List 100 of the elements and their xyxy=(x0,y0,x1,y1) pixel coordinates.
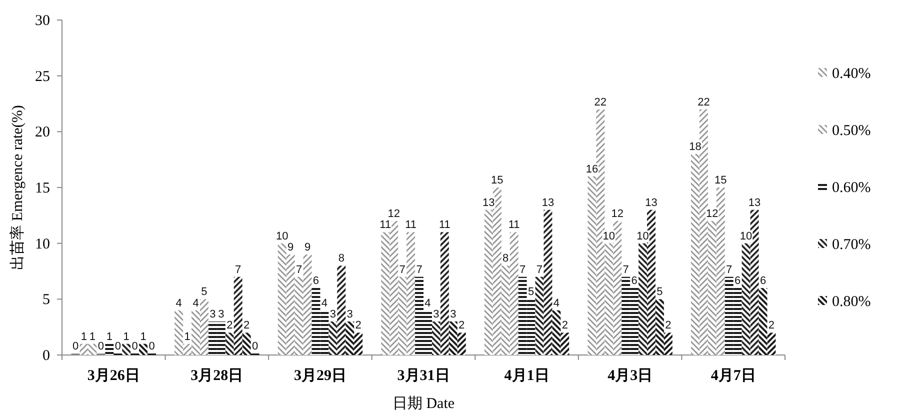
bar xyxy=(312,288,320,355)
bar xyxy=(510,232,518,355)
bar xyxy=(518,276,527,355)
bar xyxy=(200,299,208,355)
legend-label: 0.70% xyxy=(832,237,871,253)
y-tick-label: 25 xyxy=(35,68,50,85)
data-label: 3 xyxy=(346,308,353,320)
data-label: 0 xyxy=(72,340,79,352)
data-label: 6 xyxy=(760,275,766,287)
data-label: 4 xyxy=(176,297,182,310)
bar xyxy=(88,344,97,355)
bar xyxy=(398,276,407,355)
bar xyxy=(655,299,664,355)
data-label: 13 xyxy=(542,196,554,209)
bar xyxy=(560,332,570,355)
bar xyxy=(286,254,295,355)
bar xyxy=(440,232,449,355)
bar xyxy=(183,344,192,355)
bar xyxy=(664,332,672,355)
bar xyxy=(448,322,458,355)
data-label: 8 xyxy=(338,252,344,265)
bar xyxy=(242,332,251,355)
data-label: 18 xyxy=(689,141,702,153)
data-label: 6 xyxy=(734,275,741,287)
bar xyxy=(724,276,734,355)
bar xyxy=(457,332,466,355)
data-label: 13 xyxy=(645,196,658,209)
bar xyxy=(544,210,552,355)
bar xyxy=(294,276,304,355)
data-label: 3 xyxy=(433,308,440,320)
x-tick-label: 4月3日 xyxy=(608,368,653,384)
bar xyxy=(303,254,312,355)
y-axis-title: 出苗率 Emergence rate(%) xyxy=(9,105,26,270)
bar xyxy=(406,232,416,355)
bar xyxy=(192,310,200,355)
bar xyxy=(535,276,544,355)
x-axis-title: 日期 Date xyxy=(392,395,455,412)
bar xyxy=(424,310,432,355)
y-tick-label: 10 xyxy=(35,236,50,252)
data-label: 10 xyxy=(740,230,752,242)
data-label: 7 xyxy=(235,264,242,276)
data-label: 0 xyxy=(132,340,138,352)
data-label: 7 xyxy=(519,264,526,276)
y-tick-label: 30 xyxy=(35,13,50,29)
bar xyxy=(501,266,510,355)
y-tick-label: 0 xyxy=(42,348,50,364)
bar xyxy=(638,243,648,355)
bar xyxy=(552,310,561,355)
data-label: 2 xyxy=(244,320,250,332)
data-label: 5 xyxy=(201,286,208,298)
bar xyxy=(708,221,716,355)
data-label: 2 xyxy=(665,320,672,332)
legend-label: 0.50% xyxy=(832,123,871,139)
bar xyxy=(699,109,708,355)
data-label: 3 xyxy=(210,308,216,320)
data-label: 1 xyxy=(184,330,190,343)
bar xyxy=(174,310,184,355)
bar xyxy=(432,322,440,355)
data-label: 7 xyxy=(622,264,629,276)
x-tick-label: 3月28日 xyxy=(190,368,244,384)
bar xyxy=(278,243,286,355)
data-label: 0 xyxy=(252,340,258,352)
data-label: 6 xyxy=(312,275,320,287)
bar xyxy=(758,288,768,355)
data-label: 11 xyxy=(508,219,520,232)
x-tick-label: 3月26日 xyxy=(87,368,140,384)
bar xyxy=(492,188,502,355)
data-label: 2 xyxy=(562,320,568,332)
data-label: 3 xyxy=(218,308,224,320)
bar xyxy=(604,243,614,355)
bar xyxy=(354,332,363,355)
bar xyxy=(208,322,217,355)
data-label: 10 xyxy=(636,230,649,242)
bar xyxy=(742,243,750,355)
bar xyxy=(105,344,114,355)
data-label: 3 xyxy=(450,308,456,320)
data-label: 22 xyxy=(698,96,710,108)
bar xyxy=(630,288,639,355)
bar xyxy=(216,322,226,355)
bar xyxy=(750,210,759,355)
y-tick-label: 15 xyxy=(35,180,50,196)
data-label: 2 xyxy=(458,320,465,332)
data-label: 5 xyxy=(656,286,663,298)
bar xyxy=(80,344,88,355)
data-label: 10 xyxy=(276,230,288,242)
data-label: 0 xyxy=(148,340,155,352)
bar xyxy=(716,188,725,355)
bar xyxy=(526,299,536,355)
data-label: 11 xyxy=(405,219,417,232)
x-tick-label: 3月29日 xyxy=(294,368,346,384)
data-label: 4 xyxy=(321,297,328,310)
data-label: 13 xyxy=(748,196,761,209)
data-label: 15 xyxy=(491,174,504,186)
data-label: 4 xyxy=(424,297,431,310)
bar xyxy=(320,310,329,355)
data-label: 6 xyxy=(631,275,638,287)
bar xyxy=(390,221,398,355)
bar xyxy=(484,210,493,355)
bar xyxy=(346,322,354,355)
data-label: 10 xyxy=(602,230,616,242)
